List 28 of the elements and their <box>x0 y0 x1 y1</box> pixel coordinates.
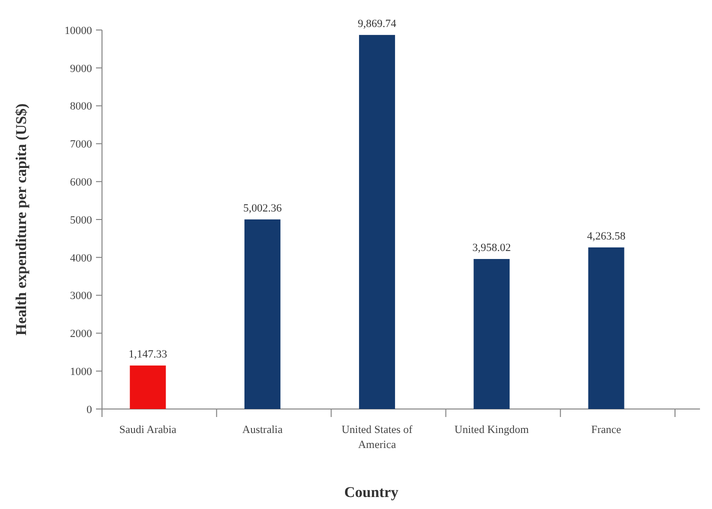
y-tick-label: 6000 <box>70 176 92 188</box>
y-tick-label: 3000 <box>70 290 92 302</box>
x-tick-label: Saudi Arabia <box>119 424 177 436</box>
y-tick-label: 8000 <box>70 100 92 113</box>
y-tick-label: 0 <box>86 404 92 416</box>
bar <box>244 219 280 409</box>
data-label: 1,147.33 <box>128 348 168 361</box>
x-tick-label: Australia <box>242 424 283 436</box>
y-tick-label: 1000 <box>70 366 92 378</box>
data-label: 9,869.74 <box>358 18 397 30</box>
y-tick-label: 4000 <box>70 252 92 264</box>
y-tick-label: 5000 <box>70 214 92 226</box>
bar <box>359 34 396 409</box>
y-tick-label: 10000 <box>64 24 92 37</box>
bar <box>474 258 510 409</box>
bar <box>588 247 624 409</box>
y-tick-label: 9000 <box>70 62 92 75</box>
bar <box>130 366 166 409</box>
data-label: 4,263.58 <box>586 230 626 242</box>
data-label: 3,958.02 <box>472 242 511 254</box>
x-axis-title: Country <box>344 485 399 501</box>
x-tick-label: United Kingdom <box>454 424 530 436</box>
y-tick-label: 2000 <box>70 328 92 340</box>
x-tick-label: France <box>591 424 622 436</box>
y-axis-title: Health expenditure per capita (US$) <box>14 104 30 336</box>
data-label: 5,002.36 <box>243 202 282 214</box>
y-tick-label: 7000 <box>70 138 92 151</box>
x-tick-label: United States of America <box>342 424 413 451</box>
